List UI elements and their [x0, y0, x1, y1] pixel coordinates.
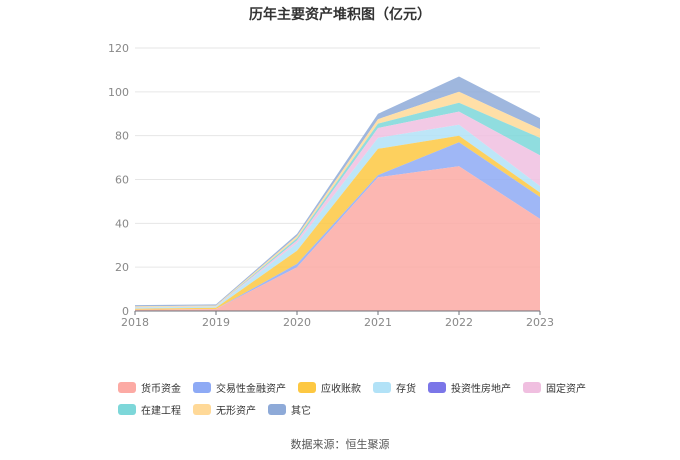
legend-item[interactable]: 无形资产 [193, 402, 256, 417]
legend-row: 货币资金 交易性金融资产 应收账款 存货 投资性房地产 固定资产 [118, 376, 586, 398]
legend-label: 应收账款 [321, 383, 361, 395]
y-tick-label: 80 [115, 130, 129, 143]
y-tick-label: 60 [115, 174, 129, 187]
y-tick-label: 20 [115, 261, 129, 274]
chart-title: 历年主要资产堆积图（亿元） [249, 7, 431, 23]
y-tick-label: 0 [122, 305, 129, 318]
series-areas [135, 76, 540, 311]
x-tick-label: 2019 [202, 316, 230, 329]
legend-label: 在建工程 [141, 405, 181, 417]
legend-swatch [118, 381, 136, 393]
legend-swatch [428, 381, 446, 393]
x-tick-label: 2022 [445, 316, 473, 329]
axes: 0 20 40 60 80 100 120 2018 2019 2020 2021 2022 2023 [108, 42, 554, 329]
legend-swatch [193, 403, 211, 415]
series-area [135, 91, 540, 308]
series-area [135, 166, 540, 311]
series-area [135, 76, 540, 307]
legend-row: 在建工程 无形资产 其它 [118, 398, 578, 420]
x-tick-label: 2018 [121, 316, 149, 329]
data-source: 数据来源：恒生聚源 [290, 438, 390, 451]
legend-label: 投资性房地产 [451, 383, 511, 395]
x-tick-label: 2020 [283, 316, 311, 329]
legend-swatch [373, 381, 391, 393]
y-tick-label: 100 [108, 86, 129, 99]
stacked-area-chart: 0 20 40 60 80 100 120 2018 2019 2020 2021 2022 2023 [108, 42, 554, 329]
legend-label: 固定资产 [546, 383, 586, 395]
legend-swatch [523, 381, 541, 393]
legend-label: 无形资产 [216, 405, 256, 417]
legend-item[interactable]: 货币资金 [118, 380, 181, 395]
legend-label: 其它 [291, 405, 311, 417]
legend-item[interactable]: 交易性金融资产 [193, 380, 286, 395]
legend-swatch [298, 381, 316, 393]
legend-item[interactable]: 在建工程 [118, 402, 181, 417]
y-tick-label: 40 [115, 217, 129, 230]
series-area [135, 102, 540, 308]
legend-swatch [268, 403, 286, 415]
x-tick-label: 2021 [364, 316, 392, 329]
legend-label: 交易性金融资产 [216, 383, 286, 395]
legend-item[interactable]: 存货 [373, 380, 416, 395]
legend-swatch [118, 403, 136, 415]
legend-item[interactable]: 固定资产 [523, 380, 586, 395]
legend-item[interactable]: 应收账款 [298, 380, 361, 395]
legend-item[interactable]: 其它 [268, 402, 311, 417]
y-tick-label: 120 [108, 42, 129, 55]
legend-label: 货币资金 [141, 383, 181, 395]
legend-swatch [193, 381, 211, 393]
legend: 货币资金 交易性金融资产 应收账款 存货 投资性房地产 固定资产 在建工程 无形资产 其它 [118, 376, 586, 420]
legend-item[interactable]: 投资性房地产 [428, 380, 511, 395]
x-tick-label: 2023 [526, 316, 554, 329]
legend-label: 存货 [396, 383, 416, 395]
